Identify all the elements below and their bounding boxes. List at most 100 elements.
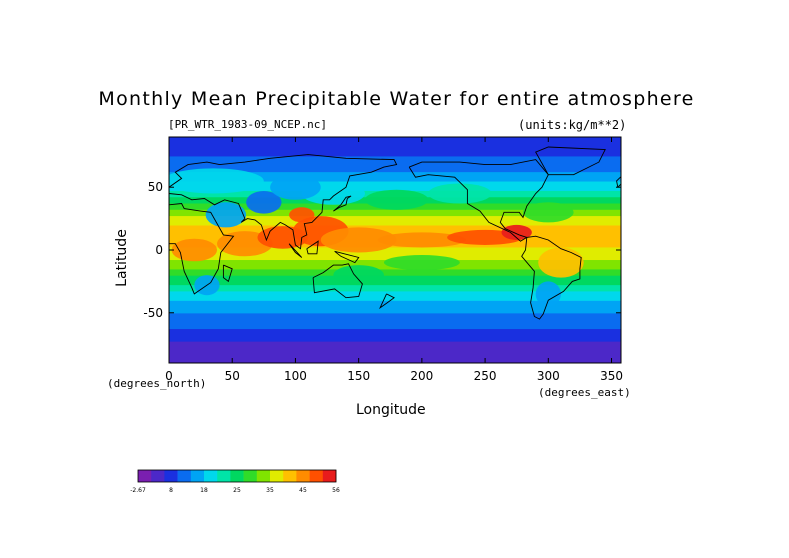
x-tick-label: 350 [600, 369, 623, 383]
precip-band [169, 187, 621, 191]
precip-band [169, 228, 621, 232]
precip-band [169, 290, 621, 295]
precip-band [169, 184, 621, 188]
precip-feature [171, 238, 218, 262]
precip-band [169, 155, 621, 160]
colorbar-label: 25 [233, 487, 241, 494]
x-units-label: (degrees_east) [538, 386, 631, 399]
x-tick-label: 50 [225, 369, 240, 383]
colorbar-label: -2.67 [130, 487, 146, 494]
precip-band [169, 309, 621, 314]
x-tick-label: 0 [165, 369, 173, 383]
x-tick-label: 150 [347, 369, 370, 383]
precip-feature [377, 232, 467, 248]
precip-band [169, 215, 621, 220]
precip-feature [246, 190, 282, 214]
precip-band [169, 177, 621, 182]
precip-band [169, 149, 621, 154]
units-label: (units:kg/m**2) [518, 118, 627, 132]
precip-band [169, 218, 621, 223]
precip-band [169, 341, 621, 345]
precip-band [169, 281, 621, 286]
precip-feature [364, 189, 429, 210]
x-tick-label: 300 [537, 369, 560, 383]
precip-feature [383, 255, 460, 271]
colorbar-swatch [283, 470, 297, 482]
precip-band [169, 303, 621, 308]
colorbar: -2.67 8 18 25 35 45 56 [130, 469, 340, 494]
chart-title: Monthly Mean Precipitable Water for enti… [98, 88, 695, 110]
precip-band [169, 268, 621, 273]
precip-band [169, 350, 621, 355]
precip-band [169, 284, 621, 289]
precip-feature [576, 229, 621, 245]
precip-band [169, 271, 621, 276]
x-tick-label: 100 [284, 369, 307, 383]
coastline [408, 159, 549, 242]
precip-band [169, 275, 621, 279]
colorbar-swatch [177, 470, 192, 482]
precip-band [169, 331, 621, 336]
precip-band [169, 356, 621, 361]
precip-band [169, 278, 621, 282]
coastline [521, 235, 582, 320]
precip-band [169, 334, 621, 339]
precip-feature [169, 168, 264, 194]
coastline [616, 176, 621, 188]
file-label: [PR_WTR_1983-09_NCEP.nc] [168, 118, 327, 131]
colorbar-swatch [296, 470, 310, 482]
colorbar-swatch [138, 470, 152, 482]
precip-feature [270, 174, 321, 200]
precip-band [169, 231, 621, 235]
precip-band [169, 143, 621, 148]
colorbar-swatch [309, 470, 324, 482]
precip-band [169, 300, 621, 304]
precip-band [169, 253, 621, 257]
colorbar-swatch [230, 470, 244, 482]
precip-band [169, 140, 621, 144]
precip-feature [289, 207, 315, 223]
precip-feature [428, 183, 492, 204]
y-tick-label: 50 [148, 180, 163, 194]
colorbar-label: 8 [169, 487, 173, 494]
precip-band [169, 353, 621, 358]
precip-band [169, 325, 621, 330]
colorbar-swatch [204, 470, 218, 482]
precip-band [169, 359, 621, 363]
precip-band [169, 152, 621, 157]
coastline [169, 154, 398, 250]
precip-band [169, 171, 621, 176]
precip-band [169, 315, 621, 320]
colorbar-frame [137, 469, 337, 483]
precip-feature [538, 247, 584, 278]
precip-band [169, 306, 621, 311]
precip-band [169, 312, 621, 317]
coastline [306, 240, 319, 255]
coastline [334, 250, 360, 264]
precip-band [169, 319, 621, 323]
precip-band [169, 137, 621, 141]
colorbar-swatch [243, 470, 258, 482]
colorbar-swatch [322, 470, 337, 482]
coastline [378, 293, 395, 310]
colorbar-label: 18 [200, 487, 208, 494]
colorbar-swatch [256, 470, 271, 482]
coastline [333, 195, 352, 212]
precip-feature [320, 227, 397, 253]
coastline [222, 264, 233, 283]
y-axis-label: Latitude [114, 229, 130, 287]
precip-band [169, 246, 621, 251]
colorbar-swatch [164, 470, 178, 482]
colorbar-swatch [270, 470, 284, 482]
precip-band [169, 165, 621, 169]
coastline [169, 203, 235, 295]
precip-band [169, 250, 621, 254]
precip-band [169, 287, 621, 292]
y-units-label: (degrees_north) [107, 377, 207, 390]
x-axis-label: Longitude [356, 402, 426, 418]
precip-band [169, 180, 621, 185]
y-tick-label: 0 [155, 243, 163, 257]
precip-band [169, 337, 621, 342]
colorbar-swatch [190, 470, 205, 482]
